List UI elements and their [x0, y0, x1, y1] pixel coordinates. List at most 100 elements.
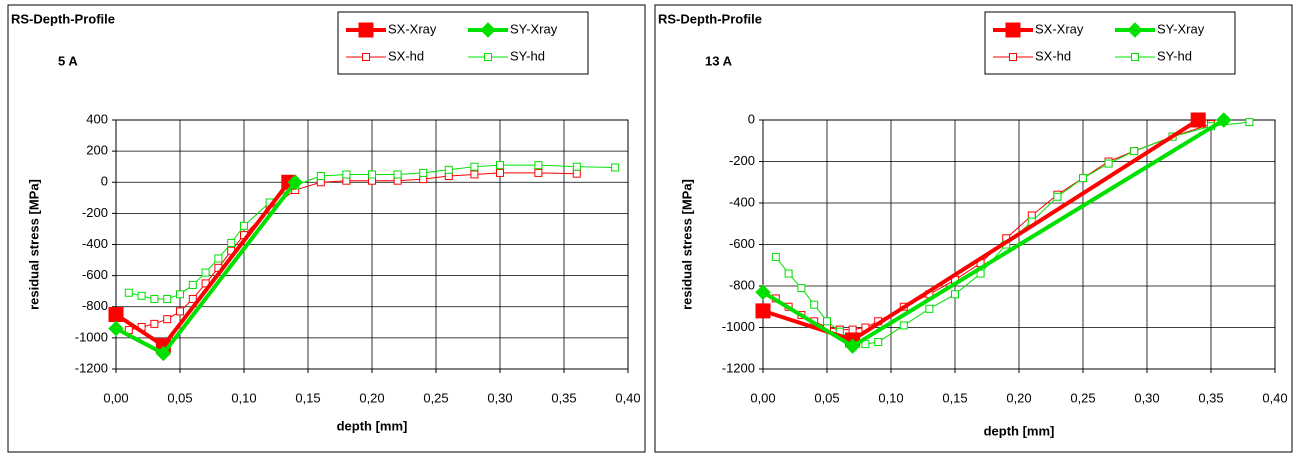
marker — [496, 168, 504, 177]
x-tick-label: 0,30 — [1134, 390, 1159, 405]
marker — [287, 174, 303, 190]
legend-label: SY-Xray — [510, 21, 558, 36]
legend-label: SX-hd — [1035, 48, 1071, 63]
legend-box — [984, 11, 1236, 75]
marker — [201, 268, 210, 277]
y-tick-label: -400 — [82, 236, 108, 251]
marker — [240, 221, 248, 230]
marker — [534, 161, 543, 170]
marker — [150, 319, 159, 328]
x-tick-label: 0,20 — [359, 390, 384, 405]
x-tick-label: 0,05 — [814, 390, 839, 405]
legend-label: SY-Xray — [1157, 21, 1205, 36]
x-tick-label: 0,40 — [1262, 390, 1287, 405]
chart-panel: RS-Depth-Profile 5 A depth [mm] residual st… — [7, 4, 646, 453]
legend-marker — [1009, 53, 1017, 61]
y-tick-label: -200 — [82, 205, 108, 220]
marker — [150, 294, 159, 303]
legend-label: SX-Xray — [1035, 21, 1084, 36]
x-tick-label: 0,40 — [615, 390, 640, 405]
plot-border — [115, 119, 629, 370]
x-axis-label: depth [mm] — [984, 423, 1055, 438]
x-tick-label: 0,25 — [1070, 390, 1095, 405]
x-axis-label: depth [mm] — [337, 418, 408, 433]
y-tick-label: -600 — [729, 236, 755, 251]
marker — [214, 254, 223, 263]
legend-label: SY-hd — [1157, 48, 1192, 63]
marker — [188, 294, 197, 303]
legend-label: SX-hd — [388, 48, 424, 63]
marker — [470, 162, 479, 171]
chart-title: RS-Depth-Profile — [658, 11, 762, 26]
marker — [1104, 159, 1113, 168]
marker — [534, 168, 543, 177]
y-axis-label: residual stress [MPa] — [679, 179, 694, 310]
y-tick-label: 0 — [101, 174, 108, 189]
x-tick-label: 0,10 — [878, 390, 903, 405]
marker — [124, 288, 133, 297]
legend-label: SY-hd — [510, 48, 545, 63]
y-tick-label: -200 — [729, 153, 755, 168]
legend-marker — [1131, 53, 1139, 61]
x-tick-label: 0,10 — [231, 390, 256, 405]
chart-panel: RS-Depth-Profile 13 A depth [mm] residual s… — [654, 4, 1293, 453]
legend-box — [337, 11, 589, 75]
marker — [1079, 174, 1087, 183]
marker — [784, 269, 793, 278]
marker — [176, 307, 184, 316]
y-tick-label: -1000 — [75, 329, 108, 344]
marker — [874, 338, 883, 347]
marker — [848, 325, 857, 334]
marker — [316, 172, 325, 181]
marker — [823, 317, 831, 326]
legend-marker — [362, 53, 370, 61]
chart-title: RS-Depth-Profile — [11, 11, 115, 26]
legend-marker — [1005, 22, 1021, 38]
panel-border — [7, 4, 646, 453]
marker — [844, 338, 861, 354]
marker — [899, 321, 908, 330]
y-tick-label: 0 — [748, 111, 755, 126]
marker — [188, 280, 197, 289]
marker — [1216, 112, 1232, 128]
y-tick-label: -1000 — [722, 319, 755, 334]
marker — [1190, 112, 1206, 128]
marker — [797, 284, 806, 293]
y-tick-label: -800 — [729, 277, 755, 292]
marker — [108, 307, 124, 323]
marker — [771, 252, 780, 261]
y-tick-label: -400 — [729, 194, 755, 209]
marker — [755, 303, 771, 319]
marker — [419, 168, 428, 177]
marker — [925, 304, 934, 313]
x-tick-label: 0,05 — [167, 390, 192, 405]
y-tick-label: -600 — [82, 267, 108, 282]
marker — [572, 169, 581, 178]
legend-label: SX-Xray — [388, 21, 437, 36]
marker — [1130, 147, 1139, 156]
chart-subtitle: 13 A — [705, 53, 733, 68]
marker — [444, 165, 453, 174]
marker — [163, 294, 172, 303]
marker — [342, 170, 351, 179]
legend-marker — [480, 22, 496, 38]
chart-subtitle: 5 A — [58, 53, 78, 68]
x-tick-label: 0,15 — [295, 390, 320, 405]
legend-marker — [484, 53, 492, 61]
y-axis-label: residual stress [MPa] — [26, 179, 41, 310]
marker — [755, 284, 771, 300]
marker — [108, 320, 124, 337]
marker — [572, 162, 581, 171]
x-tick-label: 0,35 — [1198, 390, 1223, 405]
y-tick-label: -1200 — [75, 360, 108, 375]
marker — [951, 290, 959, 299]
marker — [155, 345, 172, 362]
y-tick-label: -800 — [82, 298, 108, 313]
x-tick-label: 0,15 — [942, 390, 967, 405]
y-tick-label: 200 — [86, 143, 108, 158]
marker — [496, 161, 504, 170]
marker — [393, 170, 402, 179]
x-tick-label: 0,20 — [1006, 390, 1031, 405]
marker — [1245, 118, 1254, 127]
plot-border — [762, 119, 1276, 370]
